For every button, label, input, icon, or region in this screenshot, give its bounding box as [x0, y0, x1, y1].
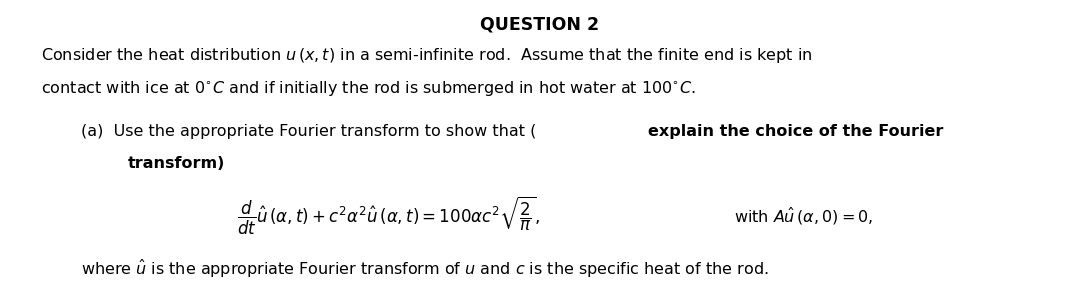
Text: Consider the heat distribution $u\,(x,t)$ in a semi-infinite rod.  Assume that t: Consider the heat distribution $u\,(x,t)… — [41, 46, 812, 65]
Text: QUESTION 2: QUESTION 2 — [481, 16, 599, 34]
Text: (a)  Use the appropriate Fourier transform to show that (: (a) Use the appropriate Fourier transfor… — [81, 124, 537, 139]
Text: with $A\hat{u}\,(\alpha,0)=0,$: with $A\hat{u}\,(\alpha,0)=0,$ — [734, 206, 874, 226]
Text: where $\hat{u}$ is the appropriate Fourier transform of $u$ and $c$ is the speci: where $\hat{u}$ is the appropriate Fouri… — [81, 258, 769, 280]
Text: transform): transform) — [127, 156, 225, 171]
Text: $\dfrac{d}{dt}\hat{u}\,(\alpha,t)+c^{2}\alpha^{2}\hat{u}\,(\alpha,t)=100\alpha c: $\dfrac{d}{dt}\hat{u}\,(\alpha,t)+c^{2}\… — [238, 195, 540, 237]
Text: contact with ice at $0^{\circ}C$ and if initially the rod is submerged in hot wa: contact with ice at $0^{\circ}C$ and if … — [41, 79, 696, 98]
Text: explain the choice of the Fourier: explain the choice of the Fourier — [648, 124, 943, 139]
